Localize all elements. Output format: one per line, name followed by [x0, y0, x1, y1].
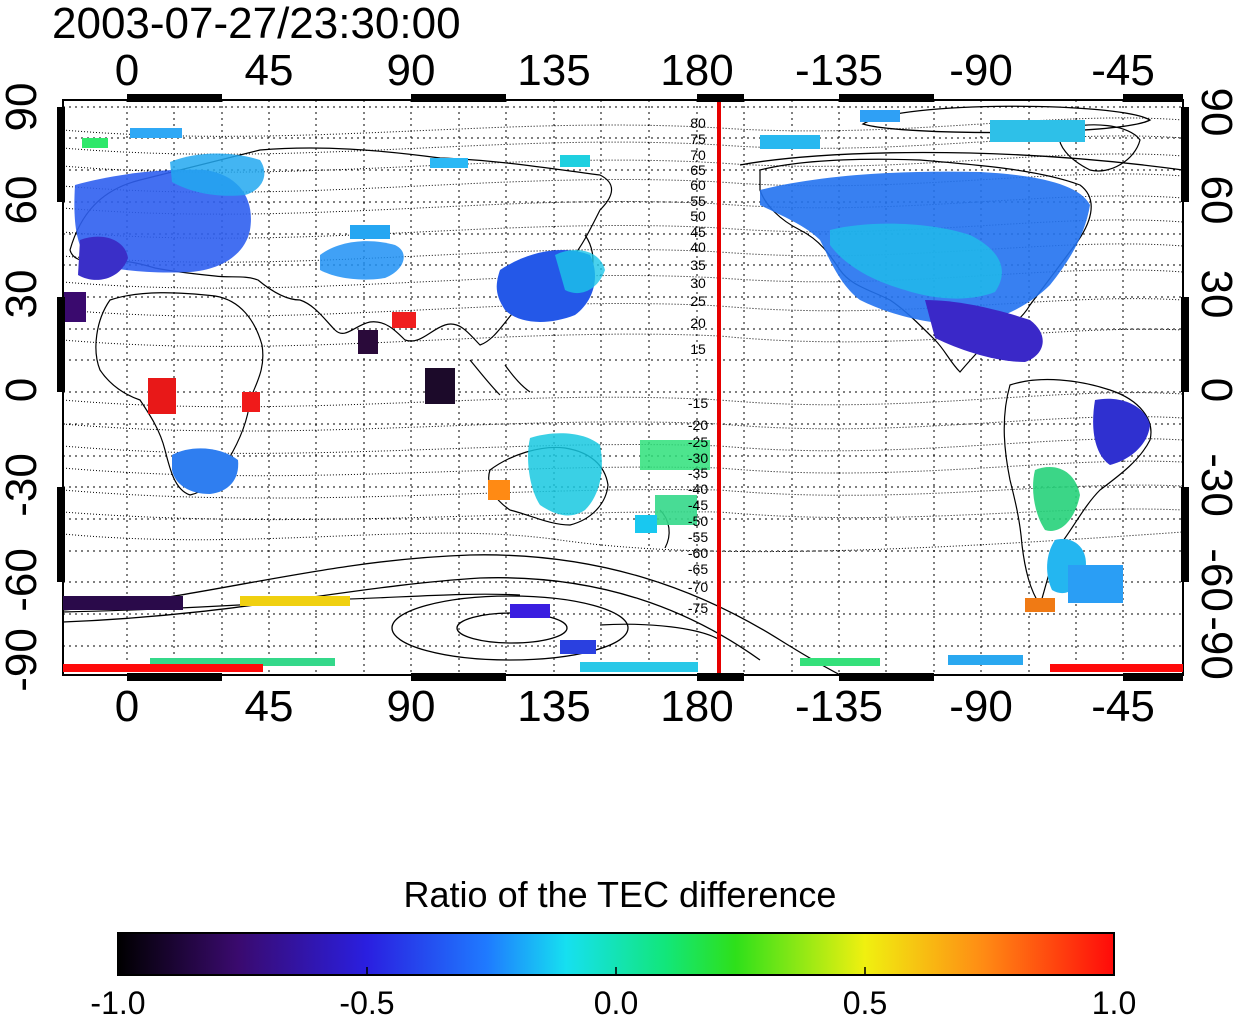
colorbar-label-min: -1.0: [90, 985, 146, 1021]
auroral-contours: [63, 105, 1183, 675]
contour-label-s65: -65: [688, 561, 708, 577]
contour-label-s40: -40: [688, 481, 708, 497]
top-tick-0: 0: [114, 46, 140, 95]
contour-label-s55: -55: [688, 529, 708, 545]
contour-label-n75: 75: [690, 131, 706, 147]
colorbar-label-zero: 0.0: [593, 985, 639, 1021]
bottom-tick-minus90: -90: [949, 682, 1013, 731]
top-tick-minus135: -135: [794, 46, 884, 95]
contour-label-n40: 40: [690, 239, 706, 255]
contour-label-s20: -20: [688, 417, 708, 433]
contour-label-n65: 65: [690, 162, 706, 178]
contour-label-n35: 35: [690, 257, 706, 273]
bottom-tick-180: 180: [660, 682, 734, 731]
contour-label-n25: 25: [690, 293, 706, 309]
colorbar-ticks: [366, 967, 866, 975]
contour-label-n45: 45: [690, 224, 706, 240]
bottom-tick-minus135: -135: [794, 682, 884, 731]
bottom-tick-0: 0: [114, 682, 140, 731]
top-tick-minus45: -45: [1091, 46, 1155, 95]
bottom-tick-135: 135: [517, 682, 591, 731]
contour-label-n55: 55: [690, 193, 706, 209]
contour-label-s60: -60: [688, 545, 708, 561]
top-tick-90: 90: [386, 46, 436, 95]
bottom-tick-minus45: -45: [1091, 682, 1155, 731]
colorbar-label-max: 1.0: [1091, 985, 1137, 1021]
top-tick-180: 180: [660, 46, 734, 95]
contour-label-s25: -25: [688, 434, 708, 450]
contour-label-n30: 30: [690, 275, 706, 291]
contour-label-s70: -70: [688, 579, 708, 595]
top-tick-135: 135: [517, 46, 591, 95]
bottom-tick-90: 90: [386, 682, 436, 731]
contour-label-s45: -45: [688, 497, 708, 513]
colorbar-label-pos-half: 0.5: [842, 985, 888, 1021]
colorbar-label-neg-half: -0.5: [339, 985, 395, 1021]
top-tick-45: 45: [244, 46, 294, 95]
bottom-tick-45: 45: [244, 682, 294, 731]
axis-tick-bars: [57, 94, 1189, 681]
contour-label-s15: -15: [688, 395, 708, 411]
contour-label-n15: 15: [690, 341, 706, 357]
contour-label-n60: 60: [690, 177, 706, 193]
contour-label-s35: -35: [688, 465, 708, 481]
contour-label-n20: 20: [690, 315, 706, 331]
map-timestamp-title: 2003-07-27/23:30:00: [52, 0, 461, 48]
contour-label-n70: 70: [690, 147, 706, 163]
magnetic-latitude-contours: [63, 117, 1183, 553]
contour-label-s75: -75: [688, 600, 708, 616]
top-tick-minus90: -90: [949, 46, 1013, 95]
tec-ratio-data-cells: [63, 110, 1183, 672]
contour-label-n50: 50: [690, 208, 706, 224]
contour-label-n80: 80: [690, 115, 706, 131]
contour-label-s50: -50: [688, 513, 708, 529]
contour-label-s30: -30: [688, 450, 708, 466]
contour-labels: 80 75 70 65 60 55 50 45 40 35 30 25 20 1…: [688, 115, 708, 616]
colorbar-title: Ratio of the TEC difference: [403, 874, 837, 915]
